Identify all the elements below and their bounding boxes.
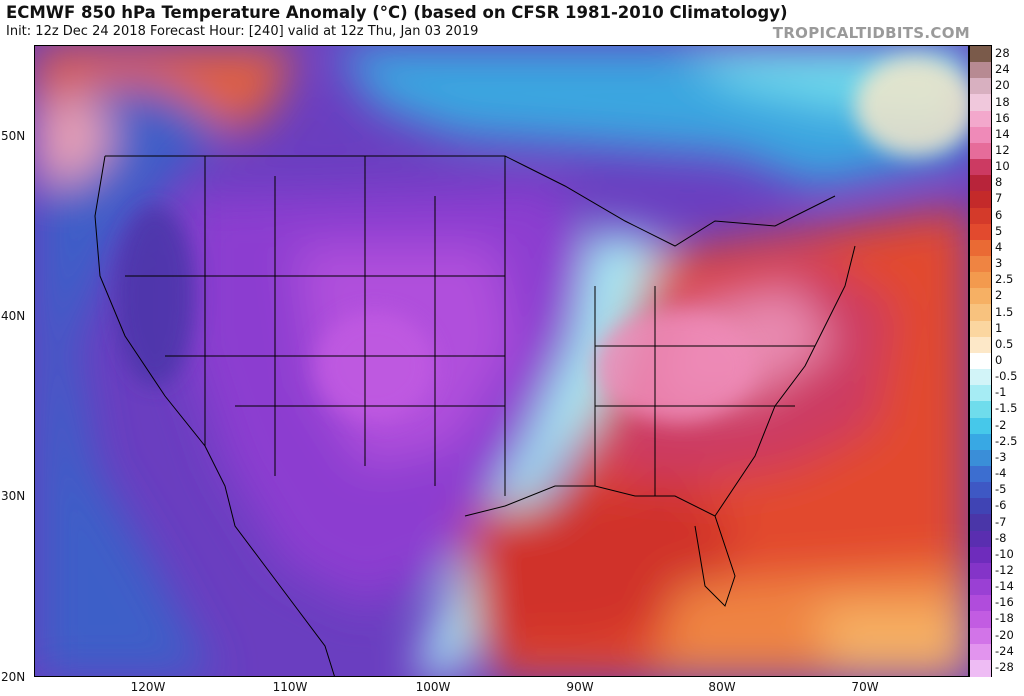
colorbar-swatch [970,643,991,661]
anomaly-map [35,46,968,676]
lat-label: 40N [1,309,26,323]
colorbar-label: -28 [995,659,1014,674]
lat-label: 20N [1,670,26,684]
colorbar-swatch [970,449,991,467]
colorbar-label: -1.5 [995,401,1018,416]
colorbar-swatch [970,352,991,370]
colorbar-label: 16 [995,110,1010,125]
colorbar-label: -5 [995,482,1007,497]
colorbar-label: 7 [995,191,1003,206]
lat-label: 30N [1,489,26,503]
colorbar-swatch [970,659,991,677]
colorbar-swatch [970,94,991,112]
colorbar-label: -6 [995,498,1007,513]
colorbar-swatch [970,142,991,160]
colorbar-swatch [970,110,991,128]
colorbar-swatch [970,207,991,225]
colorbar-label: 4 [995,239,1003,254]
colorbar-swatch [970,272,991,289]
colorbar-label: -10 [995,546,1014,561]
colorbar-swatch [970,546,991,564]
colorbar-swatch [970,417,991,435]
forecast-info: Init: 12z Dec 24 2018 Forecast Hour: [24… [6,24,479,39]
lat-label: 50N [1,129,26,143]
colorbar-label: 20 [995,78,1010,93]
colorbar-label: -4 [995,466,1007,481]
colorbar-label: 0.5 [995,336,1014,351]
lon-label: 80W [708,680,736,694]
colorbar-label: 3 [995,256,1003,271]
colorbar-label: -24 [995,643,1014,658]
colorbar-label: -20 [995,627,1014,642]
colorbar-label: 5 [995,223,1003,238]
colorbar-label: 10 [995,159,1010,174]
colorbar-swatch [970,78,991,96]
colorbar-swatch [970,595,991,612]
colorbar-label: 28 [995,46,1010,61]
colorbar-swatch [970,579,991,596]
colorbar-swatch [970,175,991,192]
colorbar [969,45,992,677]
colorbar-swatch [970,126,991,144]
colorbar-label: 1 [995,320,1003,335]
colorbar-label: 6 [995,207,1003,222]
colorbar-swatch [970,369,991,386]
colorbar-label: -14 [995,579,1014,594]
colorbar-label: -16 [995,595,1014,610]
colorbar-label: 0 [995,353,1003,367]
colorbar-label: 2.5 [995,272,1014,287]
lon-label: 110W [272,680,308,694]
colorbar-swatch [970,223,991,241]
site-watermark: TROPICALTIDBITS.COM [772,24,970,42]
lon-label: 70W [851,680,879,694]
colorbar-swatch [970,320,991,338]
colorbar-label: 1.5 [995,304,1014,319]
colorbar-label: 12 [995,143,1010,157]
colorbar-label: -1 [995,385,1007,400]
colorbar-swatch [970,530,991,548]
colorbar-label: 14 [995,126,1010,141]
lon-label: 100W [415,680,451,694]
colorbar-label: -3 [995,449,1007,464]
colorbar-swatch [970,256,991,273]
boundary-lines [94,155,856,676]
colorbar-label: -18 [995,611,1014,626]
colorbar-label: -2.5 [995,433,1018,448]
lon-label: 90W [566,680,594,694]
colorbar-label: 8 [995,175,1003,190]
colorbar-swatch [970,611,991,629]
colorbar-swatch [970,191,991,209]
colorbar-swatch [970,433,991,451]
colorbar-swatch [970,336,991,354]
lon-label: 120W [130,680,166,694]
colorbar-label: 18 [995,94,1010,109]
map-area [34,45,969,677]
colorbar-swatch [970,562,991,580]
map-title: ECMWF 850 hPa Temperature Anomaly (°C) (… [6,3,788,22]
colorbar-swatch [970,239,991,257]
colorbar-swatch [970,385,991,402]
colorbar-label: 24 [995,62,1010,77]
colorbar-label: -8 [995,530,1007,545]
colorbar-swatch [970,304,991,322]
colorbar-swatch [970,466,991,483]
colorbar-swatch [970,46,991,63]
colorbar-label: -2 [995,417,1007,432]
temperature-field [35,46,968,676]
colorbar-label: -12 [995,563,1014,577]
colorbar-swatch [970,159,991,176]
colorbar-swatch [970,401,991,419]
colorbar-swatch [970,482,991,499]
colorbar-label: -0.5 [995,369,1018,384]
colorbar-swatch [970,498,991,516]
colorbar-swatch [970,288,991,306]
colorbar-swatch [970,514,991,532]
colorbar-label: 2 [995,288,1003,303]
colorbar-swatch [970,627,991,645]
colorbar-label: -7 [995,514,1007,529]
colorbar-swatch [970,62,991,79]
